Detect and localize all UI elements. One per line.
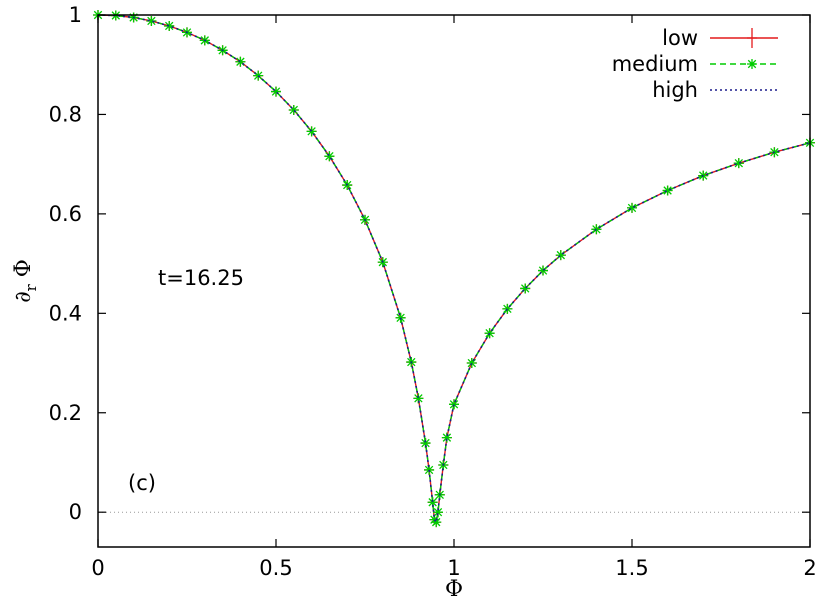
- panel-label: (c): [128, 471, 156, 495]
- data-point-medium: [441, 432, 452, 443]
- legend-item-low: low: [662, 26, 778, 50]
- y-axis-title-subscript: r: [22, 283, 40, 291]
- data-point-medium: [424, 464, 435, 475]
- x-tick-label: 1: [447, 556, 460, 580]
- x-tick-label: 2: [803, 556, 816, 580]
- y-axis-title-tail: Φ: [11, 259, 36, 284]
- legend-marker-low: [747, 28, 757, 48]
- x-tick-label: 0: [91, 556, 104, 580]
- y-tick-label: 0: [69, 500, 82, 524]
- data-point-medium: [484, 328, 495, 339]
- data-point-medium: [733, 158, 744, 169]
- data-point-medium: [253, 70, 264, 81]
- time-annotation: t=16.25: [158, 266, 244, 290]
- data-point-medium: [146, 15, 157, 26]
- data-point-medium: [324, 151, 335, 162]
- legend-marker-medium: [747, 59, 757, 69]
- y-tick-label: 0.4: [49, 301, 82, 325]
- x-axis-title: Φ: [445, 577, 463, 602]
- series-line-high: [97, 14, 811, 525]
- data-point-medium: [235, 56, 246, 67]
- series-high: [97, 14, 811, 525]
- data-point-medium: [466, 358, 477, 369]
- y-axis-title: ∂r Φ: [11, 259, 40, 303]
- data-point-medium: [432, 507, 443, 518]
- data-point-medium: [427, 497, 438, 508]
- data-point-medium: [306, 126, 317, 137]
- data-point-medium: [271, 86, 281, 97]
- y-tick-label: 0.6: [49, 202, 82, 226]
- y-tick-label: 1: [69, 3, 82, 27]
- data-point-medium: [591, 224, 602, 235]
- x-tick-label: 1.5: [615, 556, 648, 580]
- data-point-medium: [502, 303, 513, 314]
- data-point-medium: [662, 185, 673, 196]
- legend-label-high: high: [652, 78, 698, 102]
- data-point-medium: [449, 399, 459, 410]
- y-axis-title-main: ∂: [11, 291, 36, 302]
- data-point-medium: [420, 438, 431, 449]
- legend-label-medium: medium: [612, 52, 698, 76]
- legend-item-high: high: [652, 78, 778, 102]
- data-point-medium: [538, 265, 548, 276]
- y-tick-label: 0.2: [49, 401, 82, 425]
- data-point-medium: [413, 393, 424, 404]
- y-tick-label: 0.8: [49, 102, 82, 126]
- data-point-medium: [555, 250, 566, 261]
- data-point-medium: [164, 20, 175, 31]
- data-point-medium: [288, 104, 299, 115]
- data-point-medium: [431, 517, 442, 528]
- x-tick-label: 0.5: [259, 556, 292, 580]
- legend-label-low: low: [662, 26, 698, 50]
- data-point-medium: [520, 283, 531, 294]
- legend-item-medium: medium: [612, 52, 778, 76]
- data-point-medium: [627, 202, 637, 213]
